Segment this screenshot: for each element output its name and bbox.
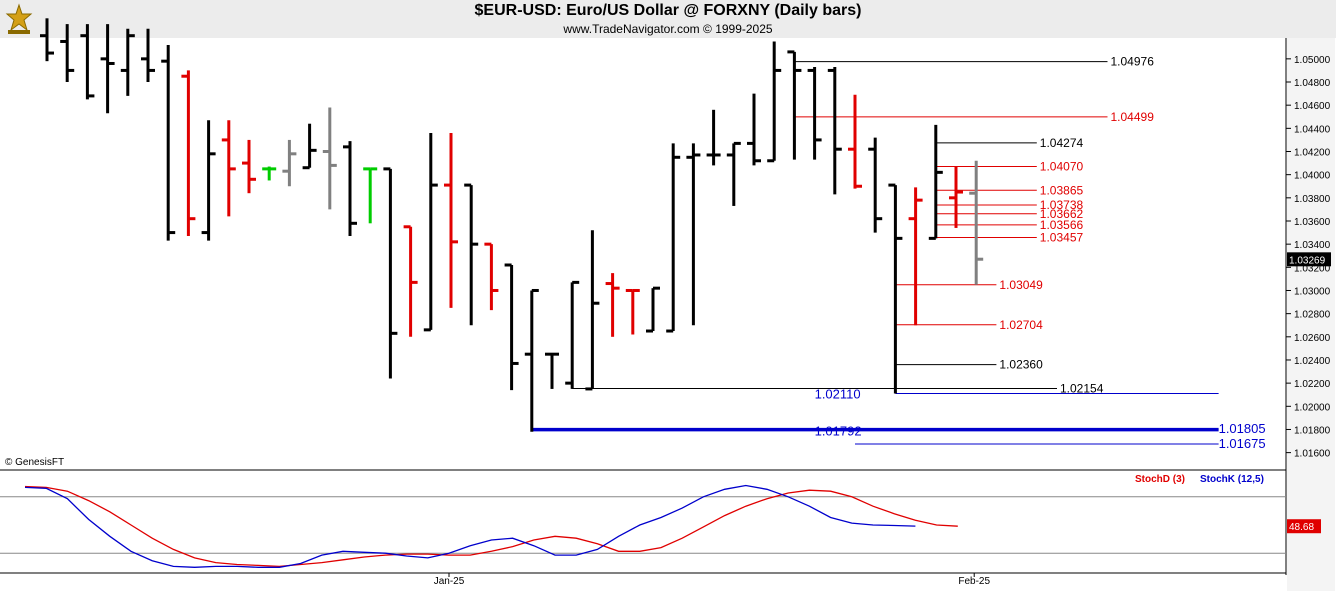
price-axis-tick-label: 1.03000	[1294, 286, 1331, 297]
price-axis-tick-label: 1.04000	[1294, 171, 1331, 182]
level-label: 1.02360	[999, 358, 1043, 372]
price-axis-tick-label: 1.02600	[1294, 333, 1331, 344]
stoch-value-badge	[1287, 519, 1321, 534]
level-label: 1.01792	[815, 423, 862, 438]
copyright-label: © GenesisFT	[5, 457, 65, 468]
level-label: 1.03049	[999, 278, 1043, 292]
level-label: 1.01675	[1219, 436, 1266, 451]
level-label: 1.02704	[999, 318, 1043, 332]
level-label: 1.03738	[1040, 198, 1084, 212]
stoch-legend-label: StochD (3)	[1135, 474, 1185, 485]
stoch-line	[24, 484, 916, 568]
price-axis-tick-label: 1.04600	[1294, 101, 1331, 112]
price-axis-tick-label: 1.02000	[1294, 402, 1331, 413]
level-label: 1.04274	[1040, 136, 1084, 150]
last-price-badge	[1287, 252, 1331, 267]
level-label: 1.02110	[815, 387, 861, 402]
stoch-value-label: 48.68	[1289, 522, 1314, 533]
price-axis-tick-label: 1.04200	[1294, 148, 1331, 159]
price-axis-tick-label: 1.02800	[1294, 310, 1331, 321]
level-label: 1.03566	[1040, 218, 1084, 232]
price-axis-tick-label: 1.04400	[1294, 124, 1331, 135]
level-label: 1.03457	[1040, 231, 1084, 245]
chart-title: $EUR-USD: Euro/US Dollar @ FORXNY (Daily…	[474, 2, 862, 19]
x-axis-tick-label: Jan-25	[434, 576, 465, 587]
price-axis-tick-label: 1.05000	[1294, 55, 1331, 66]
price-axis-tick-label: 1.03400	[1294, 240, 1331, 251]
price-axis-tick-label: 1.02400	[1294, 356, 1331, 367]
last-price-label: 1.03269	[1289, 255, 1326, 266]
price-axis-background	[1287, 38, 1335, 591]
price-axis-tick-label: 1.03800	[1294, 194, 1331, 205]
price-axis-tick-label: 1.01600	[1294, 449, 1331, 460]
chart-header	[0, 0, 1336, 38]
price-axis-tick-label: 1.03600	[1294, 217, 1331, 228]
stoch-legend-label: StochK (12,5)	[1200, 474, 1264, 485]
price-axis-tick-label: 1.01800	[1294, 425, 1331, 436]
level-label: 1.04070	[1040, 160, 1084, 174]
level-label: 1.02154	[1060, 381, 1104, 395]
level-label: 1.01805	[1219, 421, 1266, 436]
price-axis-tick-label: 1.02200	[1294, 379, 1331, 390]
stoch-line	[24, 485, 958, 568]
brand-logo-icon	[2, 2, 36, 36]
level-label: 1.04499	[1111, 110, 1155, 124]
price-axis-tick-label: 1.03200	[1294, 263, 1331, 274]
level-label: 1.04976	[1111, 55, 1155, 69]
level-label: 1.03662	[1040, 207, 1084, 221]
price-axis-tick-label: 1.04800	[1294, 78, 1331, 89]
chart-subtitle: www.TradeNavigator.com © 1999-2025	[563, 22, 773, 36]
level-label: 1.03865	[1040, 183, 1084, 197]
x-axis-tick-label: Feb-25	[958, 576, 990, 587]
